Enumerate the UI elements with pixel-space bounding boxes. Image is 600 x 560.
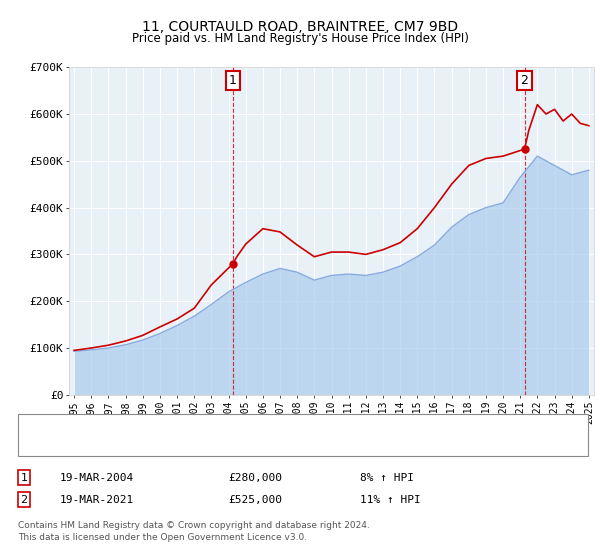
Text: 11, COURTAULD ROAD, BRAINTREE, CM7 9BD: 11, COURTAULD ROAD, BRAINTREE, CM7 9BD xyxy=(142,20,458,34)
Text: Contains HM Land Registry data © Crown copyright and database right 2024.: Contains HM Land Registry data © Crown c… xyxy=(18,521,370,530)
Text: This data is licensed under the Open Government Licence v3.0.: This data is licensed under the Open Gov… xyxy=(18,533,307,542)
Text: 1: 1 xyxy=(20,473,28,483)
Text: 19-MAR-2021: 19-MAR-2021 xyxy=(60,494,134,505)
Text: 2: 2 xyxy=(20,494,28,505)
Text: Price paid vs. HM Land Registry's House Price Index (HPI): Price paid vs. HM Land Registry's House … xyxy=(131,32,469,45)
Text: 11% ↑ HPI: 11% ↑ HPI xyxy=(360,494,421,505)
Text: HPI: Average price, detached house, Braintree: HPI: Average price, detached house, Brai… xyxy=(66,440,307,450)
Text: 2: 2 xyxy=(521,74,529,87)
Text: 19-MAR-2004: 19-MAR-2004 xyxy=(60,473,134,483)
Text: 8% ↑ HPI: 8% ↑ HPI xyxy=(360,473,414,483)
Text: 11, COURTAULD ROAD, BRAINTREE, CM7 9BD (detached house): 11, COURTAULD ROAD, BRAINTREE, CM7 9BD (… xyxy=(66,421,397,431)
Text: 1: 1 xyxy=(229,74,237,87)
Text: £525,000: £525,000 xyxy=(228,494,282,505)
Text: £280,000: £280,000 xyxy=(228,473,282,483)
